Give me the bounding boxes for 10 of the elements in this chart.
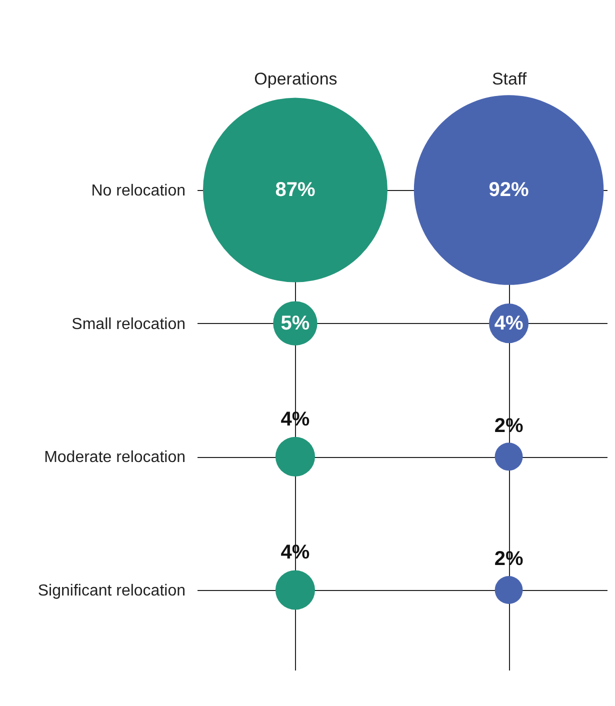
category-label: No relocation bbox=[91, 182, 186, 200]
data-label: 87% bbox=[275, 179, 316, 201]
category-label: Moderate relocation bbox=[44, 449, 186, 466]
category-label: Significant relocation bbox=[38, 582, 186, 600]
series-label: Staff bbox=[492, 70, 527, 88]
data-label: 5% bbox=[280, 312, 310, 334]
data-label: 92% bbox=[488, 179, 529, 201]
category-label: Small relocation bbox=[72, 316, 186, 333]
series-label: Operations bbox=[254, 70, 338, 88]
data-label: 4% bbox=[494, 312, 524, 334]
